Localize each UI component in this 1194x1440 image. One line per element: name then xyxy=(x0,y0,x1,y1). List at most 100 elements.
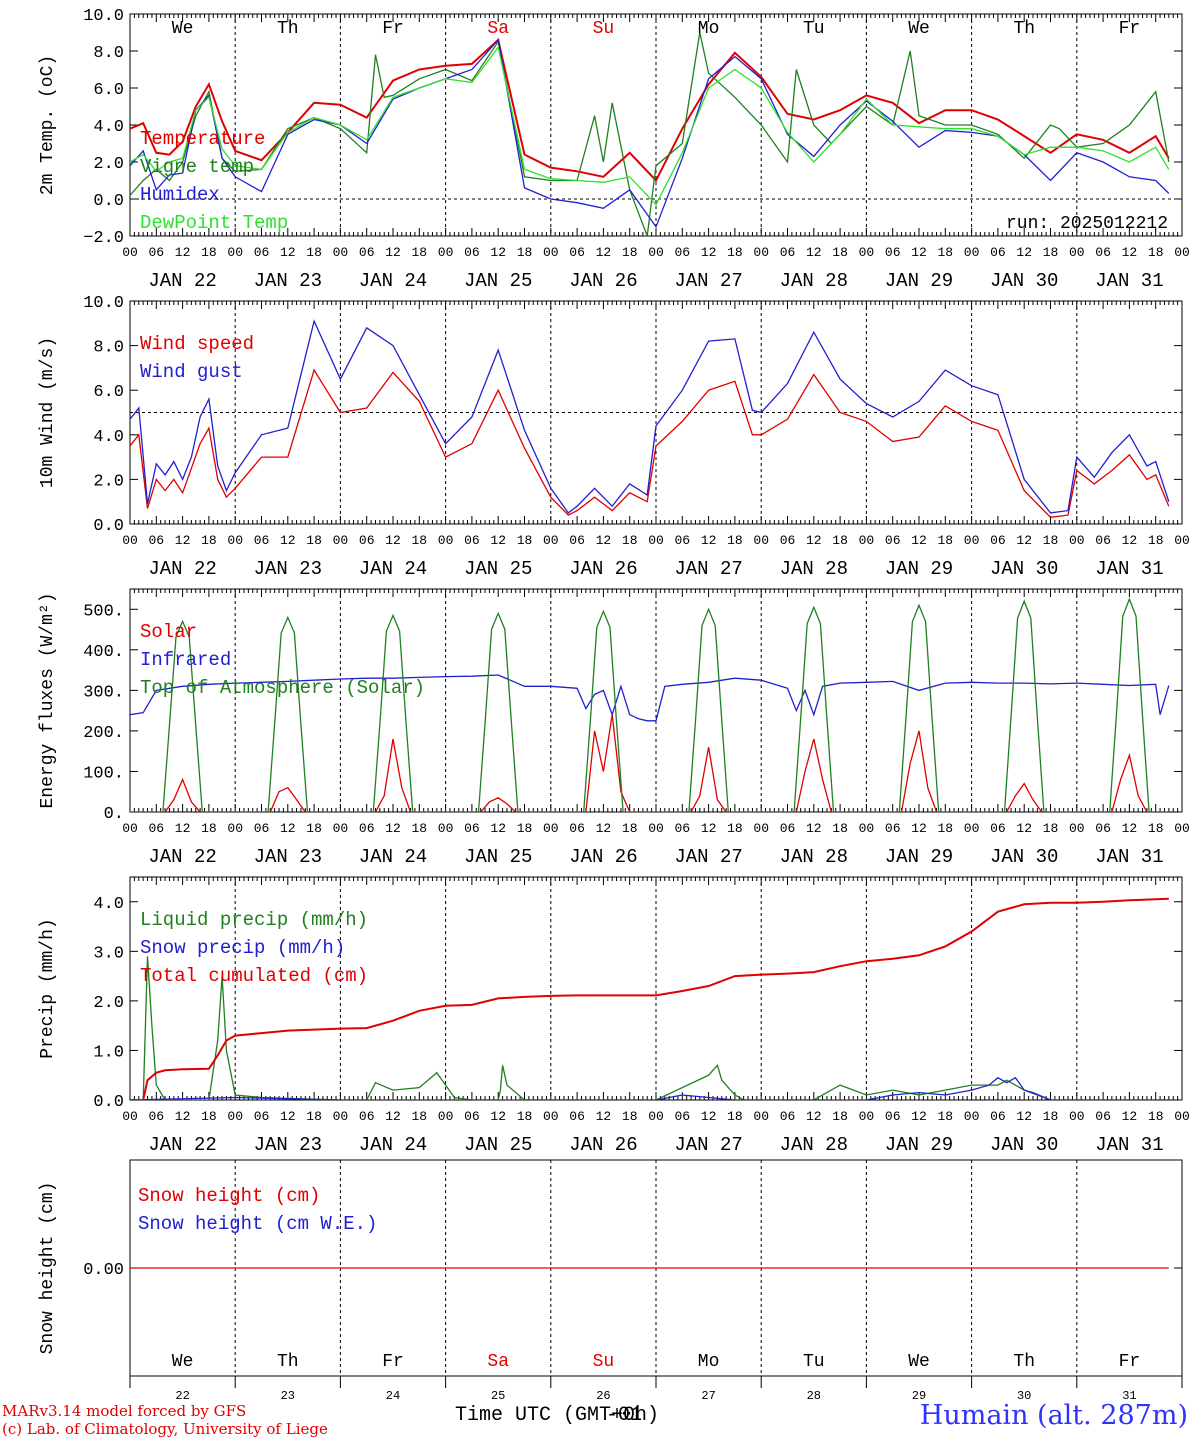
hour-tick-label: 18 xyxy=(832,821,848,836)
hour-tick-label: 00 xyxy=(753,245,769,260)
date-label: JAN 29 xyxy=(885,558,953,580)
legend-entry: Top of Atmosphere (Solar) xyxy=(140,677,425,699)
day-abbr-bottom: Fr xyxy=(382,1352,404,1372)
hour-tick-label: 12 xyxy=(911,821,927,836)
hour-tick-label: 00 xyxy=(333,821,349,836)
hour-tick-label: 00 xyxy=(333,533,349,548)
y-tick-label: 200. xyxy=(83,724,124,743)
x-axis-title-text: Time UTC (GMT+0h) xyxy=(455,1404,660,1427)
hour-tick-label: 18 xyxy=(832,245,848,260)
day-number: 26 xyxy=(596,1389,610,1403)
hour-tick-label: 00 xyxy=(438,821,454,836)
day-abbr: Fr xyxy=(1119,19,1141,39)
hour-tick-label: 00 xyxy=(1174,533,1190,548)
hour-tick-label: 18 xyxy=(517,245,533,260)
day-abbr: Th xyxy=(1013,19,1035,39)
hour-tick-label: 06 xyxy=(464,245,480,260)
hour-tick-label: 00 xyxy=(227,245,243,260)
hour-tick-label: 06 xyxy=(569,1109,585,1124)
day-abbr: Th xyxy=(277,19,299,39)
hour-tick-label: 12 xyxy=(175,1109,191,1124)
hour-tick-label: 18 xyxy=(937,821,953,836)
hour-tick-label: 00 xyxy=(648,1109,664,1124)
hour-tick-label: 12 xyxy=(175,533,191,548)
day-abbr-bottom: Su xyxy=(593,1352,615,1372)
y-tick-label: −2.0 xyxy=(83,229,124,248)
hour-tick-label: 12 xyxy=(385,1109,401,1124)
hour-tick-label: 12 xyxy=(1122,821,1138,836)
hour-tick-label: 12 xyxy=(1016,1109,1032,1124)
day-number: 29 xyxy=(912,1389,926,1403)
date-label: JAN 22 xyxy=(148,558,216,580)
hour-tick-label: 18 xyxy=(622,245,638,260)
y-axis-title: Precip (mm/h) xyxy=(38,918,58,1058)
day-abbr-bottom: Mo xyxy=(698,1352,720,1372)
hour-tick-label: 00 xyxy=(1069,245,1085,260)
hour-tick-label: 18 xyxy=(937,1109,953,1124)
hour-tick-label: 06 xyxy=(569,821,585,836)
hour-tick-label: 18 xyxy=(1043,245,1059,260)
date-label: JAN 23 xyxy=(254,558,322,580)
date-label: JAN 23 xyxy=(254,1134,322,1156)
day-abbr: Tu xyxy=(803,19,825,39)
hour-tick-label: 00 xyxy=(648,821,664,836)
hour-tick-label: 12 xyxy=(490,821,506,836)
hour-tick-label: 12 xyxy=(596,1109,612,1124)
y-tick-label: 6.0 xyxy=(93,383,124,402)
hour-tick-label: 06 xyxy=(464,533,480,548)
legend-entry: Snow height (cm) xyxy=(138,1185,320,1207)
day-abbr-bottom: We xyxy=(172,1352,194,1372)
hour-tick-label: 18 xyxy=(832,533,848,548)
y-tick-label: 10.0 xyxy=(83,7,124,26)
hour-tick-label: 00 xyxy=(543,533,559,548)
hour-tick-label: 18 xyxy=(201,245,217,260)
hour-tick-label: 00 xyxy=(122,533,138,548)
hour-tick-label: 12 xyxy=(701,533,717,548)
hour-tick-label: 18 xyxy=(727,245,743,260)
hour-tick-label: 18 xyxy=(306,245,322,260)
day-abbr: Sa xyxy=(487,19,509,39)
hour-tick-label: 06 xyxy=(1095,245,1111,260)
series-line xyxy=(130,674,1170,722)
hour-tick-label: 18 xyxy=(937,245,953,260)
date-label: JAN 31 xyxy=(1095,270,1163,292)
legend-entry: Wind gust xyxy=(140,361,243,383)
hour-tick-label: 06 xyxy=(780,821,796,836)
legend-entry: Temperature xyxy=(140,128,265,150)
date-label: JAN 29 xyxy=(885,1134,953,1156)
hour-tick-label: 06 xyxy=(254,533,270,548)
date-label: JAN 24 xyxy=(359,270,427,292)
date-label: JAN 31 xyxy=(1095,846,1163,868)
hour-tick-label: 06 xyxy=(990,533,1006,548)
hour-tick-label: 18 xyxy=(411,245,427,260)
day-abbr-bottom: Tu xyxy=(803,1352,825,1372)
hour-tick-label: 12 xyxy=(385,821,401,836)
hour-tick-label: 00 xyxy=(122,245,138,260)
hour-tick-label: 00 xyxy=(543,1109,559,1124)
day-number: 22 xyxy=(175,1389,189,1403)
legend-entry: Humidex xyxy=(140,184,220,206)
y-axis-title: 10m Wind (m/s) xyxy=(38,337,58,488)
hour-tick-label: 12 xyxy=(911,533,927,548)
hour-tick-label: 18 xyxy=(1148,245,1164,260)
y-tick-label: 6.0 xyxy=(93,81,124,100)
y-tick-label: 4.0 xyxy=(93,428,124,447)
hour-tick-label: 18 xyxy=(1043,533,1059,548)
legend-entry: Total cumulated (cm) xyxy=(140,965,368,987)
date-label: JAN 28 xyxy=(780,1134,848,1156)
date-label: JAN 30 xyxy=(990,846,1058,868)
hour-tick-label: 00 xyxy=(543,245,559,260)
series-line xyxy=(130,32,1170,236)
hour-tick-label: 00 xyxy=(438,533,454,548)
date-label: JAN 25 xyxy=(464,270,532,292)
hour-tick-label: 18 xyxy=(306,533,322,548)
day-abbr: We xyxy=(172,19,194,39)
date-label: JAN 25 xyxy=(464,846,532,868)
hour-tick-label: 18 xyxy=(201,1109,217,1124)
day-abbr-bottom: We xyxy=(908,1352,930,1372)
hour-tick-label: 12 xyxy=(385,245,401,260)
y-tick-label: 0.0 xyxy=(93,192,124,211)
series-line xyxy=(130,38,1170,183)
date-label: JAN 27 xyxy=(674,270,742,292)
hour-tick-label: 12 xyxy=(911,245,927,260)
